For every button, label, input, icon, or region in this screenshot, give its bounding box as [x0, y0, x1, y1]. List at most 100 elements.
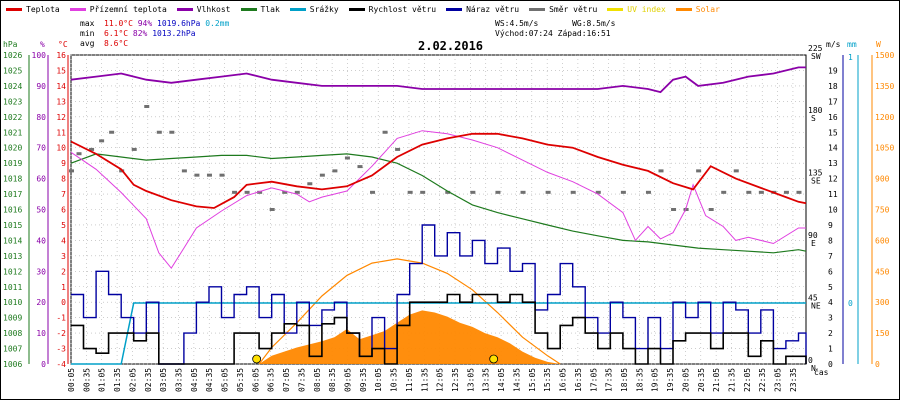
x-tick-label: 11:05	[405, 368, 414, 392]
x-tick-label: 15:35	[543, 368, 552, 392]
percent-tick: 40	[36, 236, 46, 245]
hpa-tick: 1025	[3, 66, 22, 75]
x-tick-label: 08:35	[328, 368, 337, 392]
x-tick-label: 18:05	[620, 368, 629, 392]
wind-direction-mark	[109, 130, 115, 134]
wind-direction-mark	[758, 190, 764, 194]
legend-label: Náraz větru	[466, 4, 520, 14]
ms-tick: 3	[828, 314, 833, 323]
x-tick-label: 01:05	[98, 368, 107, 392]
ms-tick: 6	[828, 267, 833, 276]
x-tick-label: 04:35	[205, 368, 214, 392]
x-tick-label: 18:35	[635, 368, 644, 392]
x-tick-label: 00:05	[67, 368, 76, 392]
wind-direction-mark	[696, 169, 702, 173]
legend-item: Srážky	[289, 3, 339, 15]
celsius-tick: 16	[56, 51, 66, 60]
hpa-tick: 1021	[3, 128, 22, 137]
sunrise-label: Východ:07:24	[495, 29, 553, 38]
x-tick-label: 23:35	[789, 368, 798, 392]
x-tick-label: 22:35	[758, 368, 767, 392]
hpa-tick: 1023	[3, 97, 22, 106]
ms-tick: 7	[828, 252, 833, 261]
direction-deg-tick: 45	[808, 294, 818, 303]
wm2-tick: 1050	[875, 144, 894, 153]
percent-tick: 0	[41, 360, 46, 369]
legend-label: Tlak	[260, 4, 280, 14]
x-tick-label: 21:05	[712, 368, 721, 392]
x-tick-label: 10:05	[374, 368, 383, 392]
celsius-tick: -4	[56, 360, 66, 369]
sunset-marker	[489, 354, 499, 364]
direction-tick: E	[811, 239, 816, 248]
x-tick-label: 22:05	[743, 368, 752, 392]
x-tick-label: 00:35	[82, 368, 91, 392]
wind-direction-mark	[69, 169, 74, 173]
ms-tick: 9	[828, 221, 833, 230]
direction-tick: SW	[811, 52, 821, 61]
hpa-tick: 1006	[3, 360, 22, 369]
legend-item: Směr větru	[529, 3, 597, 15]
x-tick-label: 14:35	[512, 368, 521, 392]
hpa-tick: 1018	[3, 175, 22, 184]
direction-deg-tick: 225	[808, 44, 823, 53]
humidity-line	[70, 66, 806, 94]
wind-direction-mark	[783, 190, 789, 194]
celsius-tick: 7	[61, 190, 66, 199]
wind-direction-mark	[470, 190, 476, 194]
max-temp: 11.0°C	[104, 19, 133, 28]
x-tick-label: 20:05	[681, 368, 690, 392]
hpa-tick: 1016	[3, 206, 22, 215]
wind-direction-mark	[344, 156, 350, 160]
min-pressure: 1013.2hPa	[152, 29, 196, 38]
mm-tick: 0	[848, 299, 853, 308]
x-tick-label: 12:05	[436, 368, 445, 392]
wm2-tick: 150	[875, 329, 890, 338]
x-tick-label: 06:05	[251, 368, 260, 392]
legend-swatch	[529, 7, 546, 11]
hpa-tick: 1007	[3, 345, 22, 354]
percent-tick: 90	[36, 82, 46, 91]
wind-direction-mark	[156, 130, 162, 134]
wind-direction-mark	[319, 173, 325, 177]
wind-direction-mark	[645, 190, 651, 194]
ms-tick: 1	[828, 345, 833, 354]
x-tick-label: 10:35	[390, 368, 399, 392]
x-axis-label: čas	[814, 368, 829, 377]
x-tick-label: 23:05	[774, 368, 783, 392]
hpa-tick: 1008	[3, 329, 22, 338]
x-tick-label: 04:05	[190, 368, 199, 392]
legend-item: Náraz větru	[446, 3, 519, 15]
ms-tick: 14	[828, 144, 838, 153]
ms-tick: 5	[828, 283, 833, 292]
percent-axis-unit: %	[40, 40, 45, 49]
hpa-tick: 1013	[3, 252, 22, 261]
ms-tick: 18	[828, 82, 838, 91]
legend-label: Solar	[695, 4, 720, 14]
ms-tick: 11	[828, 190, 838, 199]
ms-tick: 4	[828, 298, 833, 307]
legend-item: Rychlost větru	[348, 3, 436, 15]
ms-tick: 0	[828, 360, 833, 369]
celsius-tick: 0	[61, 298, 66, 307]
x-tick-label: 09:35	[359, 368, 368, 392]
wm2-tick: 1500	[875, 51, 894, 60]
wind-speed-label: WS:4.5m/s	[495, 19, 539, 28]
wind-direction-mark	[206, 173, 212, 177]
direction-tick: SE	[811, 177, 821, 186]
x-tick-label: 09:05	[343, 368, 352, 392]
wind-direction-mark	[721, 190, 727, 194]
stat-row-avg: avg 8.6°C	[80, 39, 229, 49]
wind-gust-line	[71, 224, 807, 365]
wind-direction-mark	[545, 190, 551, 194]
wm2-tick: 300	[875, 298, 890, 307]
percent-tick: 20	[36, 298, 46, 307]
legend-label: Směr větru	[549, 4, 598, 14]
percent-tick: 70	[36, 144, 46, 153]
legend-label: Srážky	[309, 4, 339, 14]
x-tick-label: 17:35	[605, 368, 614, 392]
wind-direction-mark	[269, 208, 275, 211]
ms-tick: 16	[828, 113, 838, 122]
wm2-tick: 600	[875, 236, 890, 245]
